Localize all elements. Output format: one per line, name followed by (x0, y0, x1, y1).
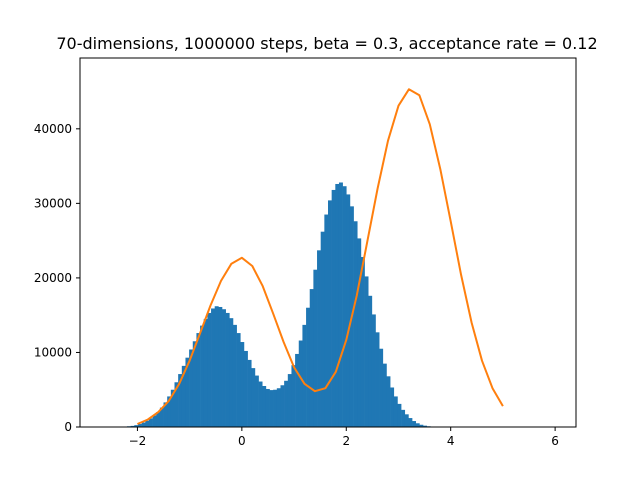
histogram-bar (379, 348, 384, 427)
histogram-bar (247, 359, 252, 427)
x-axis-ticks: −2 0 2 4 6 (129, 427, 559, 448)
histogram-bar (174, 382, 179, 427)
histogram-bar (371, 314, 376, 427)
histogram-bar (302, 324, 307, 427)
histogram-bar (159, 407, 164, 427)
histogram-bar (185, 357, 190, 427)
histogram-bar (211, 308, 216, 427)
plot-frame (79, 57, 577, 428)
histogram-bar (280, 385, 285, 427)
histogram-bar (287, 374, 292, 427)
histogram-bar (170, 389, 175, 427)
histogram-bar (192, 341, 197, 427)
histogram-bar (265, 388, 270, 427)
histogram-bar (225, 312, 230, 427)
histogram-bar (196, 333, 201, 427)
x-tick-label: −2 (129, 434, 147, 448)
histogram-bar (375, 332, 380, 427)
histogram-bar (415, 423, 420, 427)
y-tick-label: 0 (64, 420, 72, 434)
histogram-bar (152, 415, 157, 427)
histogram-bar (273, 389, 278, 427)
histogram-bar (236, 333, 241, 427)
y-axis-ticks: 0 10000 20000 30000 40000 (34, 122, 80, 434)
histogram-bar (401, 409, 406, 427)
histogram-bar (324, 214, 329, 427)
histogram-bar (295, 353, 300, 427)
histogram-bar (360, 257, 365, 427)
axes (79, 57, 577, 428)
chart-title: 70-dimensions, 1000000 steps, beta = 0.3… (56, 34, 597, 53)
histogram-bar (382, 363, 387, 427)
y-tick-label: 10000 (34, 345, 72, 359)
histogram-bar (130, 425, 135, 427)
histogram-bar (214, 306, 219, 427)
histogram-bar (313, 269, 318, 427)
histogram-bar (331, 189, 336, 427)
histogram-bar (408, 418, 413, 427)
histogram-bar (298, 340, 303, 427)
histogram-bar (181, 365, 186, 427)
histogram-bar (423, 425, 427, 427)
histogram-bar (269, 390, 274, 427)
histogram-bar (276, 388, 281, 427)
histogram-bar (386, 376, 391, 427)
histogram-bar (346, 194, 351, 427)
histogram-bar (357, 238, 362, 427)
histogram-bar (364, 276, 369, 427)
histogram-bar (353, 221, 358, 427)
x-tick-label: 2 (342, 434, 350, 448)
density-curve (137, 88, 504, 425)
histogram-bar (328, 200, 332, 427)
histogram-bar (412, 421, 417, 427)
histogram-bar (148, 418, 153, 427)
histogram-bar (222, 309, 226, 427)
histogram-bar (232, 324, 237, 427)
histogram-bar (390, 387, 395, 427)
histogram-bar (167, 396, 172, 427)
histogram-bar (262, 386, 267, 427)
histogram-bar (243, 350, 248, 427)
histogram-bar (254, 375, 259, 427)
histogram-bar (229, 318, 234, 427)
histogram-bar (335, 183, 340, 427)
histogram-bar (317, 250, 321, 427)
histogram-bar (141, 422, 146, 427)
histogram-bar (393, 396, 398, 427)
histogram-bar (251, 368, 256, 427)
y-tick-label: 30000 (34, 196, 72, 210)
histogram-bar (404, 414, 409, 427)
x-tick-label: 6 (551, 434, 559, 448)
x-tick-label: 0 (238, 434, 246, 448)
histogram-bar (163, 402, 168, 427)
y-tick-label: 20000 (34, 271, 72, 285)
histogram-bar (397, 403, 402, 427)
histogram-bar (189, 349, 194, 427)
histogram-bar (156, 412, 161, 427)
histogram-bar (145, 420, 150, 427)
histogram-bars (126, 182, 435, 427)
histogram-bar (240, 342, 245, 427)
histogram-bar (218, 306, 223, 427)
histogram-bar (368, 295, 373, 427)
histogram-bar (137, 424, 142, 427)
histogram-bar (207, 312, 212, 427)
y-tick-label: 40000 (34, 122, 72, 136)
x-tick-label: 4 (447, 434, 455, 448)
histogram-bar (258, 381, 263, 427)
density-curve-group (137, 88, 504, 425)
histogram-bar (200, 325, 205, 427)
histogram-bar (178, 374, 183, 427)
histogram-bar (284, 380, 289, 427)
histogram-bar (419, 424, 424, 427)
histogram-bar (134, 425, 139, 427)
histogram-bar (306, 307, 311, 427)
histogram-bar (203, 318, 208, 427)
histogram-bar (338, 182, 343, 427)
histogram-bar (320, 231, 325, 427)
histogram-bar (291, 365, 296, 427)
histogram-bar (342, 186, 347, 427)
histogram-bar (309, 289, 314, 427)
